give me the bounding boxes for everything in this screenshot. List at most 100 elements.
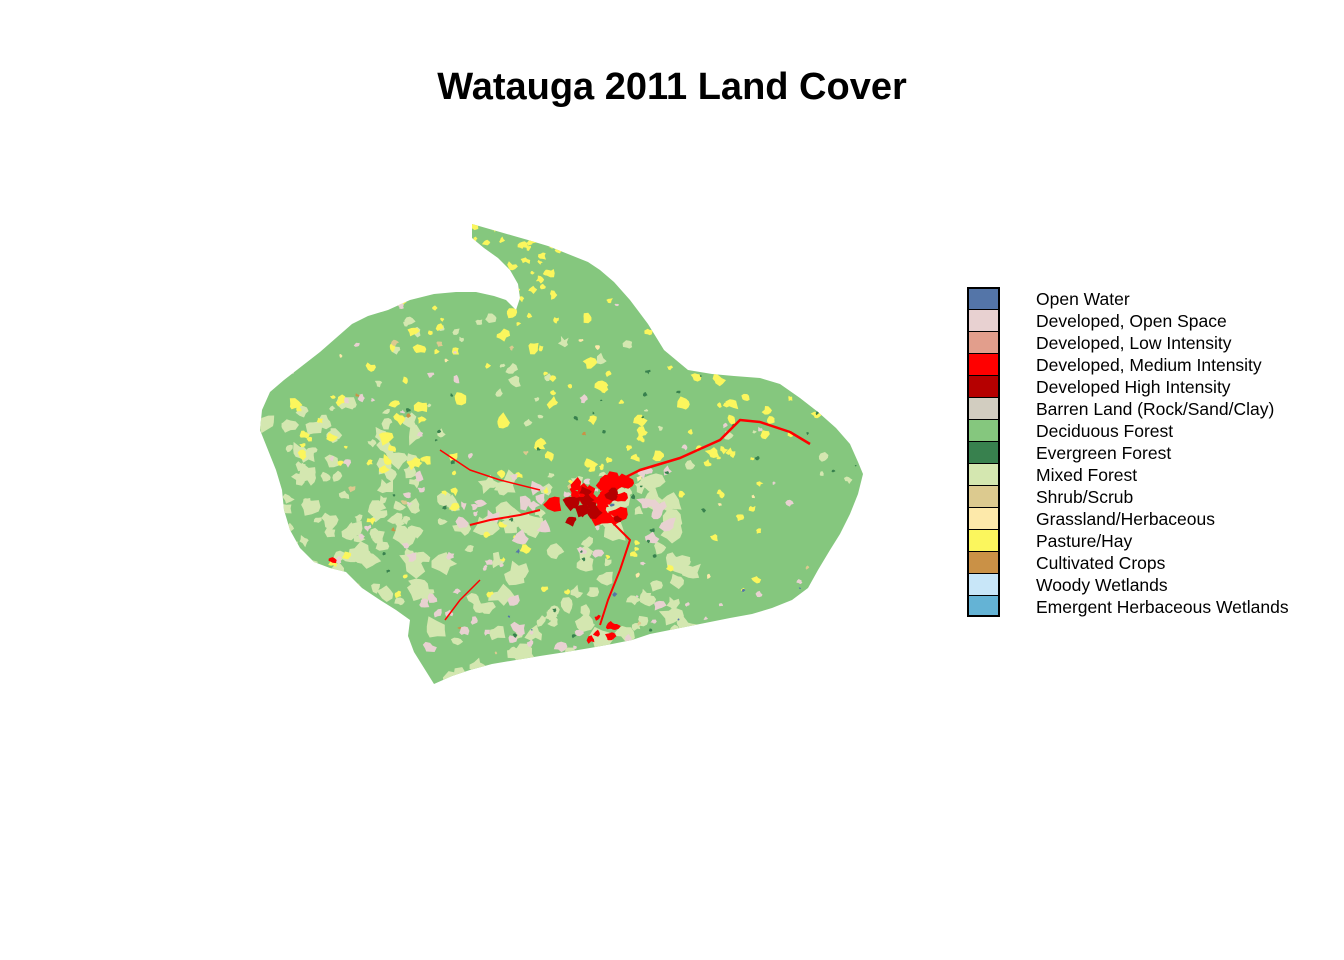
land-cover-patch <box>507 615 511 618</box>
land-cover-patch <box>781 350 786 356</box>
land-cover-patch <box>538 345 544 352</box>
land-cover-patch <box>341 551 352 560</box>
land-cover-patch <box>452 350 457 354</box>
land-cover-patch <box>605 554 611 560</box>
land-cover-patch <box>519 495 531 511</box>
land-cover-patch <box>537 224 545 230</box>
land-cover-patch <box>677 618 680 621</box>
land-cover-patch <box>484 629 490 636</box>
land-cover-patch <box>382 408 390 414</box>
land-cover-patch <box>366 517 376 525</box>
land-cover-patch <box>466 593 482 606</box>
land-cover-patch <box>636 475 642 482</box>
land-cover-patch <box>680 300 687 306</box>
land-cover-patch <box>563 491 572 498</box>
land-cover-patch <box>605 456 613 464</box>
land-cover-patch <box>570 584 584 599</box>
land-cover-patch <box>550 390 557 396</box>
land-cover-patch <box>496 328 511 342</box>
legend-swatch <box>967 507 1000 529</box>
land-cover-patch <box>619 669 628 677</box>
land-cover-patch <box>679 302 686 307</box>
land-cover-patch <box>329 455 334 462</box>
land-cover-patch <box>392 525 417 549</box>
land-cover-patch <box>720 628 728 633</box>
land-cover-patch <box>581 431 587 436</box>
land-cover-patch <box>544 269 555 278</box>
land-cover-patch <box>666 596 680 612</box>
land-cover-patch <box>314 600 318 605</box>
land-cover-patch <box>461 501 467 511</box>
land-cover-patch <box>482 564 488 571</box>
land-cover-patch <box>509 473 518 480</box>
legend-swatch <box>967 309 1000 331</box>
land-cover-patch <box>530 271 535 275</box>
land-cover-patch <box>730 341 737 350</box>
land-cover-patch <box>313 517 322 523</box>
land-cover-patch <box>427 330 433 336</box>
land-cover-patch <box>758 426 763 432</box>
land-cover-patch <box>343 459 352 468</box>
land-cover-patch <box>474 499 487 508</box>
developed-corridor <box>599 519 631 626</box>
land-cover-patch <box>785 499 794 507</box>
legend-swatch <box>967 441 1000 463</box>
land-cover-patch <box>511 529 529 545</box>
land-cover-patch <box>756 481 764 487</box>
land-cover-patch <box>528 342 539 355</box>
land-cover-patch <box>536 447 541 451</box>
legend-label: Cultivated Crops <box>1036 553 1166 573</box>
land-cover-patch <box>499 363 506 368</box>
land-cover-patch <box>824 355 835 368</box>
land-cover-patch <box>625 445 633 451</box>
land-cover-patch <box>493 270 503 280</box>
land-cover-patch <box>552 608 557 613</box>
land-cover-patch <box>535 493 545 505</box>
land-cover-patch <box>641 473 666 492</box>
land-cover-patch <box>630 551 638 557</box>
developed-corridor <box>599 418 811 492</box>
land-cover-patch <box>529 235 539 244</box>
land-cover-patch <box>646 539 650 544</box>
land-cover-patch <box>846 402 855 412</box>
legend-swatch <box>967 595 1000 617</box>
land-cover-patch <box>378 432 394 446</box>
land-cover-patch <box>637 469 649 480</box>
land-cover-patch <box>260 477 273 490</box>
land-cover-patch <box>533 437 546 450</box>
land-cover-patch <box>616 669 637 684</box>
land-cover-patch <box>352 618 372 641</box>
land-cover-patch <box>681 563 701 579</box>
land-cover-patch <box>612 591 618 597</box>
land-cover-patch <box>508 375 521 388</box>
land-cover-patch <box>444 358 449 363</box>
land-cover-patch <box>574 630 584 637</box>
land-cover-patch <box>337 460 345 466</box>
land-cover-patch <box>419 598 430 608</box>
land-cover-patch <box>592 549 605 558</box>
land-cover-patch <box>578 506 586 518</box>
land-cover-patch <box>717 503 722 507</box>
land-cover-patch <box>489 276 495 281</box>
land-cover-patch <box>608 487 618 497</box>
legend-label: Evergreen Forest <box>1036 443 1172 463</box>
land-cover-patch <box>446 551 455 560</box>
land-cover-patch <box>808 606 812 610</box>
land-cover-patch <box>567 383 572 389</box>
land-cover-patch <box>427 593 438 603</box>
land-cover-patch <box>777 328 782 333</box>
land-cover-patch <box>413 401 428 413</box>
land-cover-patch <box>468 224 479 231</box>
land-cover-patch <box>286 577 301 589</box>
land-cover-patch <box>316 417 324 424</box>
land-cover-patch <box>592 411 595 415</box>
land-cover-patch <box>484 559 493 565</box>
land-cover-patch <box>540 586 549 592</box>
land-cover-patch <box>634 540 641 546</box>
land-cover-patch <box>751 494 755 499</box>
land-cover-patch <box>529 630 534 635</box>
land-cover-patch <box>520 257 531 264</box>
land-cover-patch <box>480 281 490 290</box>
land-cover-patch <box>675 327 685 337</box>
land-cover-patch <box>613 515 622 523</box>
